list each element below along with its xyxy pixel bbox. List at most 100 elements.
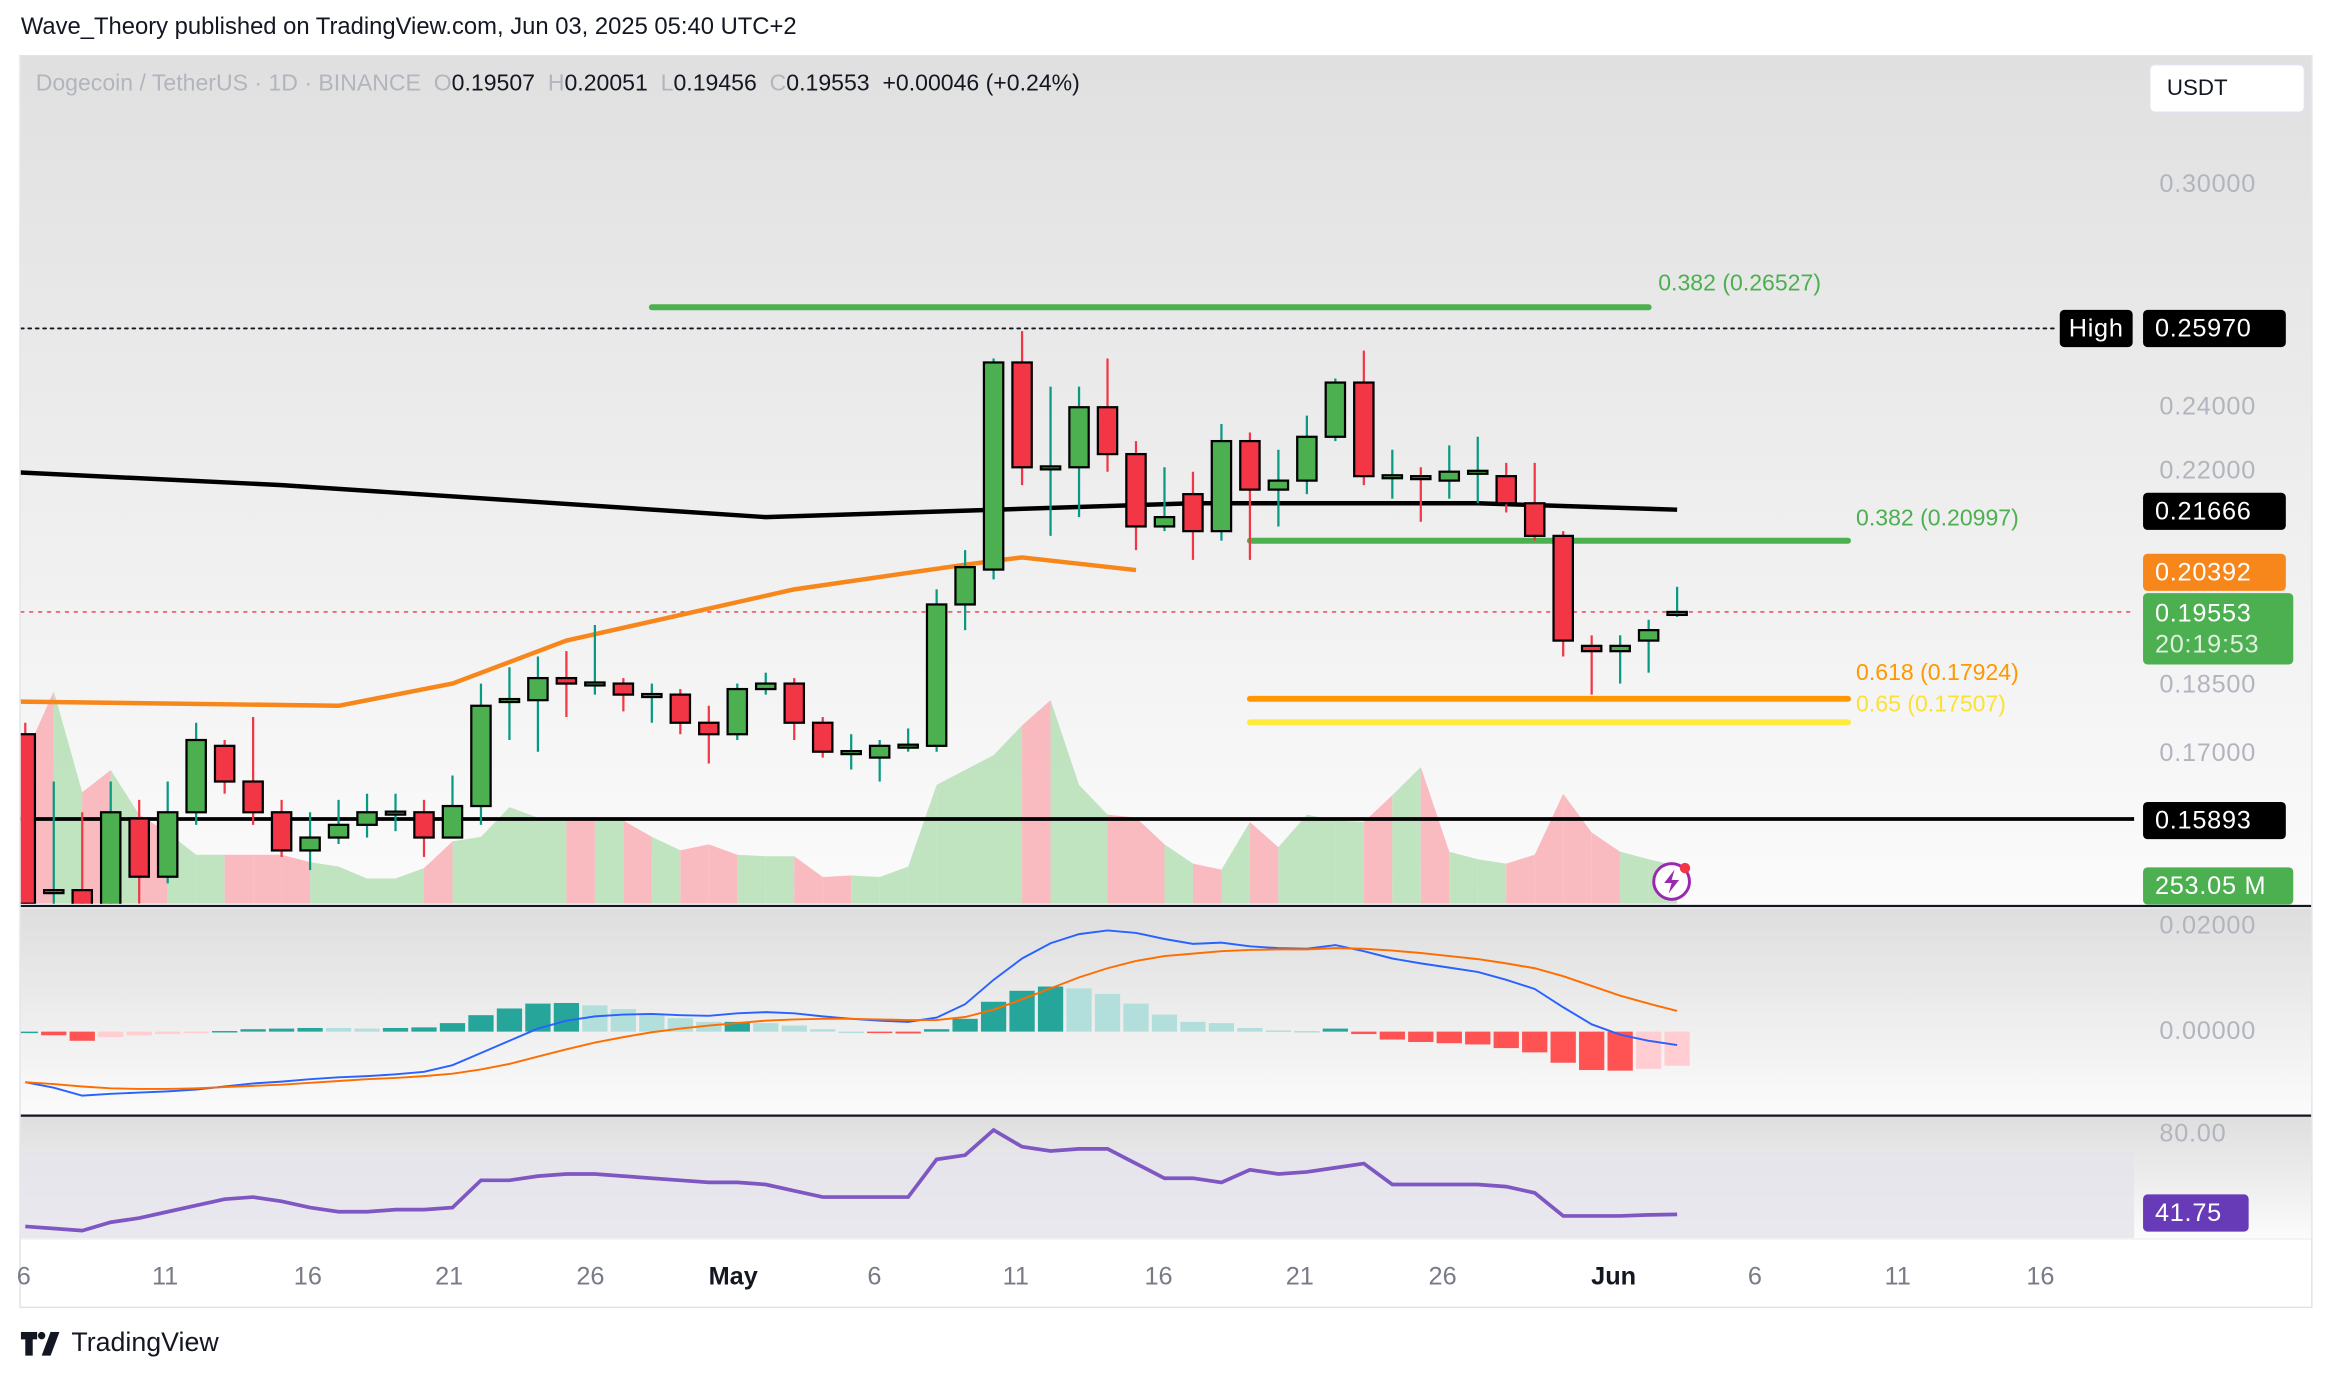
- open-value: 0.19507: [451, 71, 535, 97]
- volume-tag: 253.05 M: [2143, 867, 2294, 905]
- bar-countdown: 20:19:53: [2154, 630, 2260, 659]
- macd-histogram-bar: [1465, 1031, 1491, 1045]
- high-price-tag: 0.25970: [2143, 309, 2286, 348]
- volume-bar: [452, 836, 481, 904]
- candle-body: [669, 693, 692, 724]
- tradingview-logo[interactable]: TradingView: [20, 1327, 219, 1358]
- alert-icon[interactable]: [1652, 862, 1691, 901]
- symbol-name: Dogecoin / TetherUS · 1D · BINANCE: [35, 71, 421, 97]
- macd-histogram-bar: [155, 1031, 181, 1035]
- macd-histogram-bar: [923, 1029, 950, 1032]
- date-tick: 11: [1002, 1262, 1029, 1291]
- volume-bar: [1221, 822, 1250, 904]
- rsi-band: [20, 1152, 2135, 1239]
- volume-bar: [1335, 820, 1364, 904]
- volume-bar: [196, 854, 225, 904]
- candle-body: [156, 811, 179, 878]
- candle-body: [527, 676, 549, 702]
- macd-pane[interactable]: [20, 908, 2312, 1115]
- symbol-legend[interactable]: Dogecoin / TetherUS · 1D · BINANCE O0.19…: [36, 71, 1080, 98]
- volume-bar: [594, 820, 624, 904]
- candle-body: [754, 682, 777, 691]
- macd-histogram-bar: [1379, 1031, 1405, 1040]
- candle-body: [811, 721, 834, 753]
- macd-histogram-bar: [126, 1031, 152, 1036]
- currency-button[interactable]: USDT: [2149, 63, 2306, 113]
- candle-body: [1210, 439, 1233, 533]
- candle-body: [1637, 629, 1660, 642]
- candle-body: [299, 836, 321, 852]
- volume-bar: [253, 854, 282, 904]
- candle-body: [954, 566, 976, 606]
- candle-body: [612, 682, 635, 696]
- volume-bar: [1363, 795, 1393, 904]
- macd-histogram-bar: [98, 1031, 124, 1038]
- macd-histogram-bar: [325, 1027, 352, 1032]
- volume-bar: [1506, 854, 1535, 904]
- macd-histogram-bar: [1493, 1031, 1519, 1049]
- macd-histogram-bar: [810, 1029, 836, 1032]
- macd-histogram-bar: [1436, 1031, 1462, 1044]
- candle-body: [20, 733, 37, 904]
- macd-histogram-bar: [639, 1013, 665, 1032]
- macd-histogram-bar: [354, 1028, 380, 1032]
- volume-bar: [224, 854, 254, 904]
- macd-histogram-bar: [610, 1009, 637, 1032]
- macd-histogram-bar: [525, 1003, 551, 1032]
- candle-body: [1096, 406, 1119, 456]
- volume-bar: [1392, 767, 1421, 904]
- macd-histogram-bar: [1066, 988, 1092, 1032]
- price-tick: 0.22000: [2159, 456, 2257, 485]
- macd-histogram-bar: [268, 1028, 295, 1032]
- change-value: +0.00046 (+0.24%): [882, 71, 1080, 97]
- macd-histogram-bar: [724, 1021, 750, 1032]
- macd-histogram-bar: [1522, 1031, 1548, 1053]
- candle-body: [1267, 479, 1290, 491]
- open-label: O: [433, 71, 452, 97]
- macd-histogram-bar: [1237, 1027, 1263, 1032]
- volume-bar: [651, 836, 681, 904]
- volume-bar: [908, 784, 937, 904]
- candle-body: [1552, 534, 1574, 642]
- candle-body: [356, 811, 378, 826]
- candle-body: [1011, 361, 1033, 469]
- macd-histogram-bar: [1294, 1031, 1320, 1033]
- volume-bar: [566, 820, 595, 904]
- volume-bar: [936, 770, 966, 904]
- main-pane[interactable]: [20, 56, 2312, 906]
- candle-body: [327, 823, 350, 839]
- volume-bar: [879, 866, 909, 904]
- macd-histogram-bar: [411, 1027, 437, 1032]
- macd-histogram-bar: [439, 1023, 466, 1032]
- volume-bar: [1022, 700, 1051, 904]
- candle-body: [99, 811, 122, 904]
- macd-histogram-bar: [1635, 1031, 1662, 1069]
- volume-bar: [509, 807, 538, 904]
- candle-body: [555, 676, 578, 685]
- candle-body: [840, 749, 862, 756]
- macd-histogram-bar: [240, 1029, 266, 1032]
- volume-bar: [965, 755, 994, 904]
- candle-body: [413, 811, 435, 839]
- macd-histogram-bar: [1037, 986, 1064, 1032]
- macd-histogram-bar: [1664, 1031, 1690, 1066]
- candle-body: [783, 682, 806, 724]
- date-tick: 21: [1285, 1262, 1314, 1291]
- volume-bar: [1107, 814, 1136, 904]
- candle-body: [1438, 470, 1461, 482]
- candle-body: [584, 681, 606, 687]
- footer-brand: TradingView: [71, 1327, 219, 1358]
- volume-bar: [822, 875, 852, 904]
- support-price-tag: 0.15893: [2143, 801, 2286, 840]
- macd-histogram-bar: [1322, 1028, 1348, 1032]
- volume-bar: [794, 856, 823, 904]
- rsi-value-tag: 41.75: [2143, 1194, 2249, 1232]
- macd-histogram-bar: [696, 1021, 722, 1032]
- volume-bar: [367, 878, 396, 904]
- date-tick: 6: [16, 1262, 31, 1291]
- fib-label-upper: 0.382 (0.26527): [1658, 271, 1822, 297]
- candle-body: [498, 697, 521, 704]
- candle-body: [270, 811, 293, 852]
